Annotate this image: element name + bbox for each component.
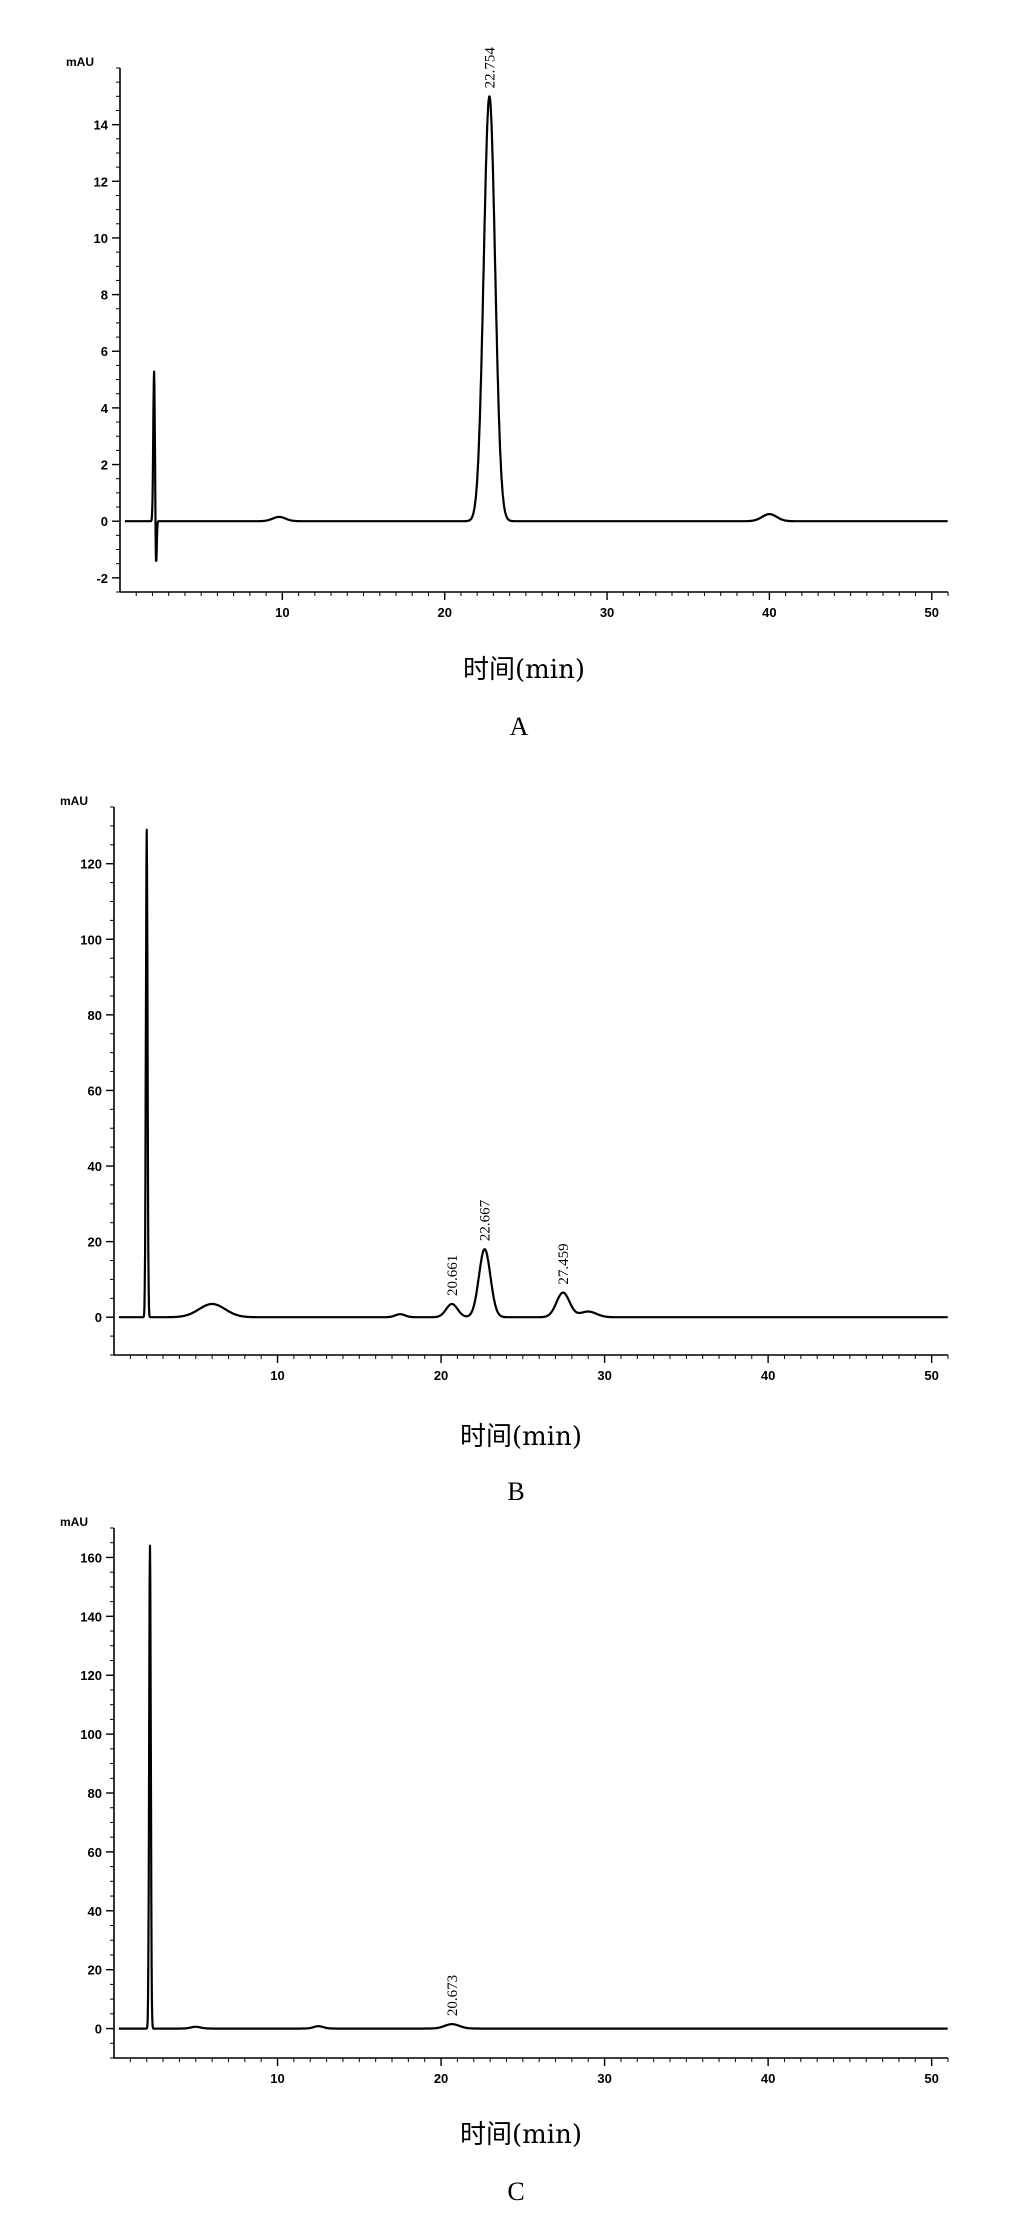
x-axis-label: 时间(min) — [460, 2120, 582, 2150]
panel-label: C — [507, 2177, 524, 2206]
x-tick-label: 10 — [270, 1368, 284, 1383]
chart-panel-a: -2 0 2 4 6 8 10 12 14 mAU 10 20 30 40 50 22.754 时间(min) A — [66, 47, 949, 741]
y-tick-label: 10 — [94, 231, 108, 246]
y-tick-label: 8 — [101, 288, 108, 303]
y-tick-label: 60 — [88, 1845, 102, 1860]
y-tick-label: 40 — [88, 1904, 102, 1919]
y-tick-label: 0 — [95, 1310, 102, 1325]
peak-retention-label: 22.754 — [482, 47, 498, 89]
y-tick-label: 40 — [88, 1159, 102, 1174]
x-axis-label: 时间(min) — [463, 655, 585, 685]
x-tick-label: 20 — [437, 605, 451, 620]
panel-label: B — [507, 1477, 524, 1506]
x-tick-label: 30 — [597, 1368, 611, 1383]
x-tick-label: 40 — [761, 1368, 775, 1383]
y-tick-label: 12 — [94, 174, 108, 189]
x-tick-label: 30 — [600, 605, 614, 620]
panel-label: A — [510, 712, 529, 741]
y-axis-unit-label: mAU — [60, 794, 88, 808]
y-tick-label: 20 — [88, 1235, 102, 1250]
y-tick-label: 160 — [80, 1550, 102, 1565]
y-tick-label: 6 — [101, 344, 108, 359]
y-tick-label: 100 — [80, 1727, 102, 1742]
peak-retention-label: 22.667 — [478, 1199, 494, 1241]
y-axis-unit-label: mAU — [66, 55, 94, 69]
y-tick-label: 2 — [101, 458, 108, 473]
x-tick-label: 40 — [761, 2071, 775, 2086]
y-tick-label: 120 — [80, 1668, 102, 1683]
y-tick-label: 0 — [101, 514, 108, 529]
y-axis-unit-label: mAU — [60, 1515, 88, 1529]
chromatogram-trace — [118, 1544, 949, 2030]
x-tick-label: 30 — [597, 2071, 611, 2086]
x-tick-label: 40 — [762, 605, 776, 620]
chromatogram-trace — [118, 828, 949, 1319]
y-tick-label: 14 — [94, 118, 109, 133]
chart-panel-c: 0 20 40 60 80 100 120 140 160 mAU 10 20 30 40 50 20.673… — [60, 1515, 949, 2206]
y-tick-label: -2 — [96, 571, 108, 586]
x-tick-label: 50 — [925, 605, 939, 620]
peak-retention-label: 20.661 — [445, 1255, 461, 1296]
y-tick-label: 0 — [95, 2022, 102, 2037]
x-tick-label: 10 — [270, 2071, 284, 2086]
chart-panel-b: 0 20 40 60 80 100 120 mAU 10 20 30 40 50 20.661 22.667… — [60, 794, 949, 1506]
y-tick-label: 80 — [88, 1786, 102, 1801]
y-tick-label: 60 — [88, 1083, 102, 1098]
peak-retention-label: 27.459 — [556, 1243, 572, 1284]
y-tick-label: 80 — [88, 1008, 102, 1023]
y-tick-label: 20 — [88, 1963, 102, 1978]
x-tick-label: 50 — [924, 1368, 938, 1383]
x-tick-label: 10 — [275, 605, 289, 620]
x-tick-label: 50 — [924, 2071, 938, 2086]
x-tick-label: 20 — [434, 2071, 448, 2086]
peak-retention-label: 20.673 — [445, 1975, 461, 2016]
x-tick-label: 20 — [434, 1368, 448, 1383]
y-tick-label: 120 — [80, 857, 102, 872]
y-tick-label: 100 — [80, 932, 102, 947]
y-tick-label: 4 — [101, 401, 109, 416]
x-axis-label: 时间(min) — [460, 1422, 582, 1452]
chromatogram-trace — [124, 95, 949, 563]
y-tick-label: 140 — [80, 1609, 102, 1624]
